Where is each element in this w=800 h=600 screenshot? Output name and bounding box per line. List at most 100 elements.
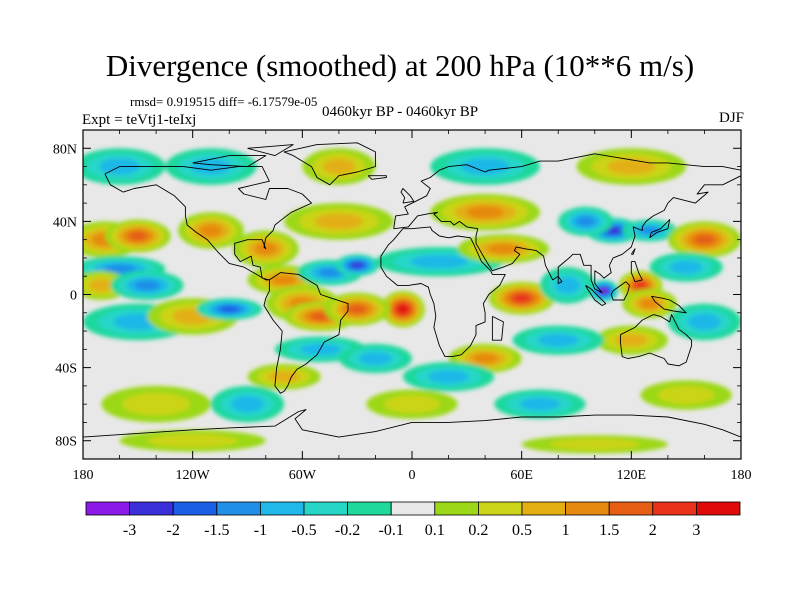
field-contour bbox=[318, 268, 342, 278]
colorbar-label: 1.5 bbox=[599, 522, 619, 539]
colorbar-bin bbox=[216, 501, 261, 516]
field-feature bbox=[667, 221, 741, 258]
colorbar-bin bbox=[390, 501, 436, 516]
x-tick-label: 180 bbox=[731, 468, 752, 483]
colorbar-label: -2 bbox=[167, 522, 180, 539]
field-feature bbox=[178, 212, 244, 249]
field-contour bbox=[600, 288, 607, 294]
x-tick-label: 0 bbox=[409, 468, 416, 483]
colorbar-label: -3 bbox=[123, 522, 136, 539]
field-contour bbox=[635, 281, 646, 289]
field-feature bbox=[576, 148, 687, 185]
x-tick-label: 60E bbox=[510, 468, 533, 483]
map-title: Divergence (smoothed) at 200 hPa (10**6 … bbox=[105, 48, 695, 83]
period-label: 0460kyr BP - 0460kyr BP bbox=[322, 104, 479, 120]
coastline bbox=[610, 281, 630, 301]
field-feature bbox=[101, 385, 211, 423]
coastline bbox=[283, 142, 376, 186]
field-contour bbox=[267, 371, 301, 383]
coastline bbox=[247, 144, 294, 157]
coastlines bbox=[83, 142, 741, 438]
field-feature bbox=[104, 219, 171, 253]
field-contour bbox=[190, 158, 232, 175]
map-axes: 80N 40N 0 40S 80S 180 120W 60W 0 60E 120E 180 bbox=[53, 129, 752, 483]
field-feature bbox=[165, 148, 257, 185]
field-contour bbox=[310, 312, 332, 321]
field-contour bbox=[271, 274, 297, 285]
field-feature bbox=[430, 193, 540, 231]
colorbar-label: 0.1 bbox=[425, 522, 445, 539]
field-contour bbox=[537, 333, 579, 347]
field-feature bbox=[119, 429, 266, 452]
colorbar-label: 0.5 bbox=[512, 522, 532, 539]
coastline bbox=[630, 261, 643, 283]
coastline bbox=[192, 155, 267, 168]
field-contour bbox=[322, 158, 356, 175]
field-feature bbox=[335, 254, 380, 277]
colorbar-label: 2 bbox=[649, 522, 657, 539]
field-contour bbox=[606, 158, 656, 175]
colorbar-bin bbox=[565, 501, 610, 516]
field-contour bbox=[513, 294, 530, 303]
field-feature bbox=[539, 267, 595, 304]
divergence-field bbox=[83, 148, 741, 454]
coastline bbox=[400, 188, 415, 204]
field-feature bbox=[380, 290, 425, 328]
colorbar-bin bbox=[303, 501, 348, 516]
field-contour bbox=[460, 158, 510, 175]
field-feature bbox=[649, 252, 723, 282]
season-label: DJF bbox=[718, 110, 744, 126]
field-contour bbox=[466, 205, 505, 219]
x-tick-label: 120E bbox=[617, 468, 647, 483]
field-feature bbox=[196, 298, 263, 321]
field-feature bbox=[430, 148, 540, 185]
coastline bbox=[104, 166, 312, 281]
field-contour bbox=[640, 226, 660, 235]
field-feature bbox=[667, 303, 741, 341]
colorbar-bin bbox=[129, 501, 174, 516]
field-contour bbox=[314, 213, 364, 230]
colorbar-bin bbox=[521, 501, 566, 516]
field-contour bbox=[231, 396, 264, 413]
field-feature bbox=[558, 206, 614, 237]
field-contour bbox=[519, 397, 561, 411]
coastline bbox=[83, 409, 741, 438]
field-contour bbox=[555, 277, 580, 294]
colorbar-bin bbox=[347, 501, 392, 516]
field-feature bbox=[284, 203, 394, 240]
field-contour bbox=[89, 278, 114, 292]
field-contour bbox=[383, 395, 441, 414]
field-contour bbox=[688, 313, 721, 331]
y-tick-label: 80N bbox=[53, 142, 77, 157]
field-contour bbox=[134, 280, 160, 291]
field-contour bbox=[410, 255, 468, 269]
field-feature bbox=[324, 292, 391, 326]
field-contour bbox=[199, 224, 223, 237]
y-tick-label: 40S bbox=[55, 362, 77, 377]
field-feature bbox=[247, 363, 321, 390]
coastline bbox=[585, 285, 607, 306]
field-feature bbox=[83, 270, 129, 300]
experiment-label: Expt = teVtj1-teIxj bbox=[82, 112, 197, 128]
field-contour bbox=[128, 231, 148, 241]
field-feature bbox=[622, 219, 678, 242]
x-tick-label: 180 bbox=[73, 468, 94, 483]
colorbar: -3 -2 -1.5 -1 -0.5 -0.2 -0.1 0.1 0.2 0.5 1 1.5 2 3 bbox=[85, 501, 741, 539]
field-feature bbox=[594, 325, 668, 355]
coastline bbox=[557, 275, 563, 284]
field-feature bbox=[622, 289, 678, 319]
field-contour bbox=[694, 234, 715, 245]
x-tick-label: 120W bbox=[176, 468, 211, 483]
colorbar-label: 3 bbox=[692, 522, 700, 539]
field-contour bbox=[398, 305, 408, 313]
coastline bbox=[380, 226, 506, 358]
colorbar-bin bbox=[608, 501, 654, 516]
colorbar-bin bbox=[434, 501, 479, 516]
field-contour bbox=[549, 438, 640, 451]
coastline bbox=[630, 248, 636, 255]
field-contour bbox=[428, 370, 469, 384]
field-contour bbox=[147, 433, 238, 448]
field-contour bbox=[576, 216, 596, 227]
field-feature bbox=[457, 234, 550, 264]
y-tick-label: 40N bbox=[53, 215, 77, 230]
